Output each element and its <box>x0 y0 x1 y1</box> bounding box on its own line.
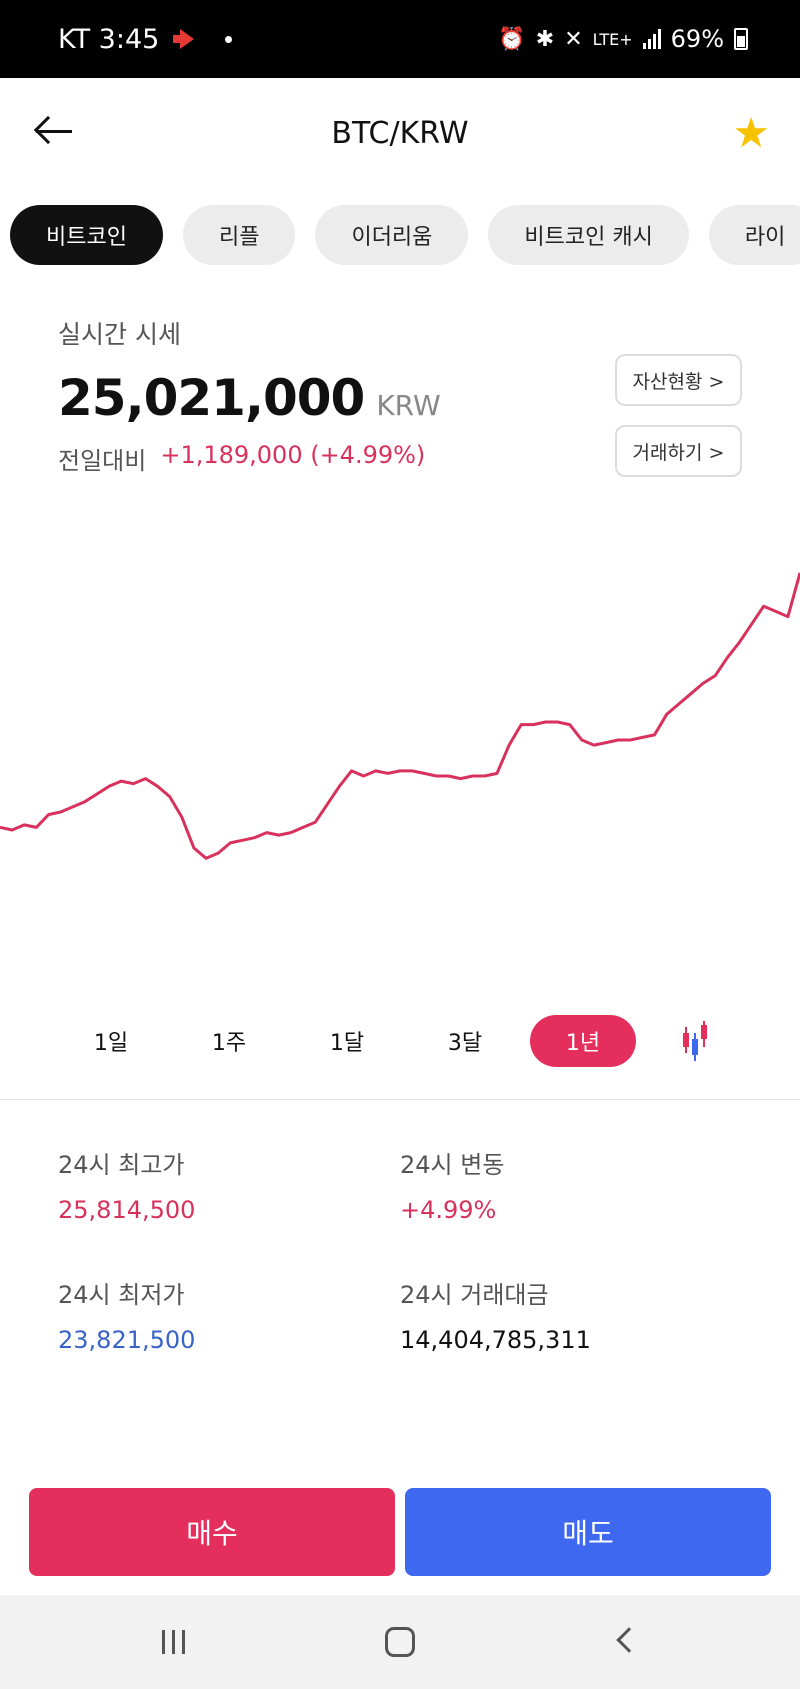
assets-button[interactable]: 자산현황 > <box>615 354 742 406</box>
period-1month[interactable]: 1달 <box>329 1031 365 1056</box>
realtime-label: 실시간 시세 <box>58 320 181 349</box>
signal-icon <box>642 29 661 49</box>
stat-value: 23,821,500 <box>58 1326 196 1354</box>
stat-24h-change: 24시 변동 +4.99% <box>400 1145 700 1224</box>
stat-value: 25,814,500 <box>58 1196 196 1224</box>
stat-label: 24시 최저가 <box>58 1281 185 1309</box>
alarm-icon: ⏰ <box>498 26 526 52</box>
coin-tabs: 비트코인 리플 이더리움 비트코인 캐시 라이 <box>10 205 800 265</box>
price-chart <box>0 572 800 860</box>
megaphone-icon <box>173 29 197 49</box>
current-price: 25,021,000 <box>58 369 365 427</box>
price-series-line <box>0 572 800 860</box>
battery-percent: 69% <box>670 25 724 53</box>
page-title: BTC/KRW <box>331 115 469 151</box>
stat-label: 24시 거래대금 <box>400 1281 549 1309</box>
price-block: 실시간 시세 25,021,000 KRW 전일대비 +1,189,000 (+… <box>58 315 441 476</box>
change-label: 전일대비 <box>58 447 147 475</box>
sell-button[interactable]: 매도 <box>405 1488 771 1576</box>
stat-value: 14,404,785,311 <box>400 1326 591 1354</box>
system-nav-bar <box>0 1595 800 1689</box>
period-1day[interactable]: 1일 <box>93 1031 129 1056</box>
stat-24h-low: 24시 최저가 23,821,500 <box>58 1275 358 1354</box>
header: BTC/KRW ★ <box>0 78 800 188</box>
stat-label: 24시 최고가 <box>58 1151 185 1179</box>
stat-24h-volume: 24시 거래대금 14,404,785,311 <box>400 1275 700 1354</box>
tab-litecoin[interactable]: 라이 <box>708 205 800 265</box>
trade-button[interactable]: 거래하기 > <box>615 425 742 477</box>
nav-back-icon[interactable] <box>616 1627 642 1653</box>
buy-button[interactable]: 매수 <box>29 1488 395 1576</box>
bluetooth-icon: ✱ <box>535 26 555 52</box>
mute-icon: ✕ <box>564 26 583 52</box>
network-label: LTE+ <box>592 29 633 49</box>
tab-bitcoin-cash[interactable]: 비트코인 캐시 <box>488 205 689 265</box>
carrier-time: KT 3:45 <box>58 23 160 55</box>
favorite-star-icon[interactable]: ★ <box>732 108 770 157</box>
tab-ethereum[interactable]: 이더리움 <box>315 205 469 265</box>
period-1week[interactable]: 1주 <box>211 1031 247 1056</box>
notification-dot-icon <box>225 35 233 43</box>
candlestick-icon[interactable] <box>680 1019 710 1063</box>
tab-bitcoin[interactable]: 비트코인 <box>10 205 163 265</box>
divider <box>0 1099 800 1100</box>
status-bar: KT 3:45 ⏰ ✱ ✕ LTE+ 69% <box>0 0 800 78</box>
back-arrow-icon[interactable] <box>33 114 74 150</box>
currency-label: KRW <box>376 389 441 422</box>
period-3months[interactable]: 3달 <box>447 1031 483 1056</box>
stat-value: +4.99% <box>400 1196 497 1224</box>
home-icon[interactable] <box>385 1627 415 1657</box>
period-selector: 1일 1주 1달 3달 1년 <box>0 1015 800 1067</box>
period-1year[interactable]: 1년 <box>530 1015 636 1067</box>
change-value: +1,189,000 (+4.99%) <box>160 441 426 469</box>
tab-ripple[interactable]: 리플 <box>182 205 296 265</box>
stat-24h-high: 24시 최고가 25,814,500 <box>58 1145 358 1224</box>
stat-label: 24시 변동 <box>400 1151 505 1179</box>
battery-icon <box>734 28 748 50</box>
recent-apps-icon[interactable] <box>162 1630 185 1654</box>
